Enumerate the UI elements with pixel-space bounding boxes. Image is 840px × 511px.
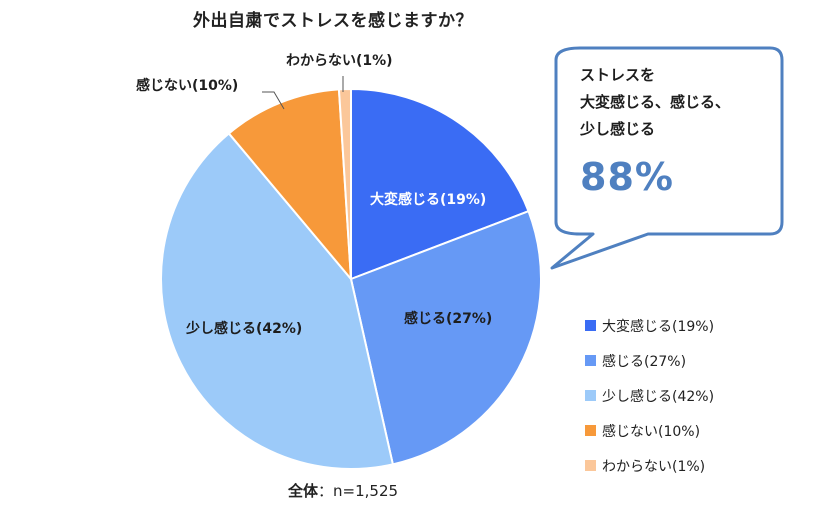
- leader-line-kanjinai: [262, 91, 285, 110]
- legend-label: 感じない(10%): [602, 423, 701, 440]
- legend-label: わからない(1%): [602, 458, 706, 475]
- legend-item: わからない(1%): [585, 448, 714, 483]
- legend-swatch: [585, 355, 596, 366]
- legend-item: 少し感じる(42%): [585, 378, 714, 413]
- legend-item: 感じる(27%): [585, 343, 714, 378]
- pie-slice: [349, 209, 542, 466]
- legend-swatch: [585, 390, 596, 401]
- sample-value: ：n=1,525: [318, 482, 399, 500]
- legend-label: 感じる(27%): [602, 353, 687, 370]
- legend-swatch: [585, 460, 596, 471]
- legend-item: 感じない(10%): [585, 413, 714, 448]
- legend-swatch: [585, 320, 596, 331]
- legend-swatch: [585, 425, 596, 436]
- legend-label: 少し感じる(42%): [602, 388, 715, 405]
- slice-label-kanjinai: 感じない(10%): [136, 78, 239, 94]
- pie-slice: [350, 87, 530, 281]
- pie-slices: [160, 87, 542, 470]
- slice-label-sukoshi: 少し感じる(42%): [186, 321, 303, 337]
- callout-line-2: 大変感じる、感じる、: [580, 93, 731, 111]
- pie-slice: [337, 87, 352, 280]
- legend-label: 大変感じる(19%): [602, 318, 715, 335]
- sample-size-note: 全体：n=1,525: [288, 480, 398, 501]
- slice-label-taihen: 大変感じる(19%): [370, 192, 487, 208]
- slice-label-wakaranai: わからない(1%): [286, 53, 393, 69]
- slice-label-kanjiru: 感じる(27%): [404, 311, 493, 327]
- callout-text: ストレスを 大変感じる、感じる、 少し感じる: [580, 62, 730, 143]
- callout-bubble: [550, 46, 784, 270]
- callout-line-1: ストレスを: [580, 66, 656, 84]
- chart-title: 外出自粛でストレスを感じますか？: [193, 11, 473, 31]
- legend-item: 大変感じる(19%): [585, 308, 714, 343]
- pie-slice: [160, 132, 395, 470]
- sample-label: 全体: [288, 482, 319, 500]
- callout-value: 88%: [580, 155, 674, 199]
- callout-line-3: 少し感じる: [580, 120, 656, 138]
- legend: 大変感じる(19%) 感じる(27%) 少し感じる(42%) 感じない(10%)…: [585, 308, 714, 483]
